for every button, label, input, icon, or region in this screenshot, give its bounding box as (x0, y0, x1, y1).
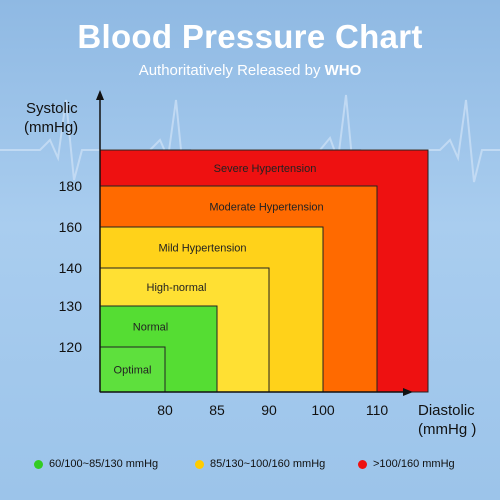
y-axis-title-line2: (mmHg) (24, 119, 78, 136)
zone-optimal (99, 346, 166, 393)
y-tick-label: 180 (59, 178, 83, 194)
legend-label-severe: >100/160 mmHg (373, 458, 455, 470)
legend: 60/100~85/130 mmHg 85/130~100/160 mmHg >… (0, 458, 500, 474)
legend-dot-green (34, 459, 43, 469)
y-axis-title-line1: Systolic (26, 100, 78, 117)
zone-label-high-normal: High-normal (147, 282, 207, 294)
chart-subtitle: Authoritatively Released by WHO (0, 62, 500, 79)
zone-label-mild-hypertension: Mild Hypertension (158, 243, 246, 255)
zone-labels-layer: Severe Hypertension Moderate Hypertension… (114, 163, 324, 377)
y-ticks-layer: 120 130 140 160 180 (59, 178, 83, 355)
legend-label-normal: 60/100~85/130 mmHg (49, 458, 159, 470)
y-axis-arrow (96, 90, 104, 100)
y-tick-label: 120 (59, 339, 83, 355)
x-tick-label: 85 (209, 402, 225, 418)
y-tick-label: 140 (59, 260, 83, 276)
legend-dot-yellow (195, 459, 204, 469)
subtitle-source: WHO (324, 62, 362, 79)
x-tick-label: 80 (157, 402, 173, 418)
zone-label-normal: Normal (133, 322, 168, 334)
legend-item-mild: 85/130~100/160 mmHg (195, 458, 325, 470)
zone-label-optimal: Optimal (114, 365, 152, 377)
y-tick-label: 160 (59, 219, 83, 235)
x-ticks-layer: 80 85 90 100 110 (157, 402, 388, 418)
x-axis-title-line2: (mmHg ) (418, 421, 476, 438)
subtitle-prefix: Authoritatively Released by (138, 62, 325, 79)
zone-label-severe-hypertension: Severe Hypertension (214, 163, 317, 175)
chart-title: Blood Pressure Chart (77, 18, 423, 55)
legend-dot-red (358, 459, 367, 469)
y-tick-label: 130 (59, 298, 83, 314)
x-tick-label: 100 (311, 402, 335, 418)
legend-label-mild: 85/130~100/160 mmHg (210, 458, 326, 470)
x-axis-title-line1: Diastolic (418, 402, 475, 419)
x-tick-label: 110 (366, 402, 389, 418)
legend-item-normal: 60/100~85/130 mmHg (34, 458, 158, 470)
legend-item-severe: >100/160 mmHg (358, 458, 455, 470)
x-axis-arrow (403, 388, 413, 396)
zones-layer (99, 149, 429, 393)
x-tick-label: 90 (261, 402, 277, 418)
zone-label-moderate-hypertension: Moderate Hypertension (209, 202, 323, 214)
